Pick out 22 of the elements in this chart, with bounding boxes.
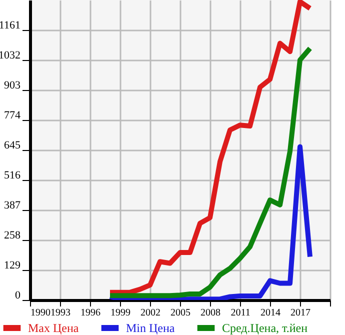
legend-label: Сред.Цена, т.йен [222, 321, 308, 335]
y-tick-label: 1161 [0, 20, 20, 32]
x-tick-label: 2011 [230, 308, 250, 318]
y-tick-label: 129 [4, 260, 21, 272]
y-tick-label: 645 [4, 140, 21, 152]
y-tick-label: 516 [4, 170, 21, 182]
x-tick-label: 2017 [290, 308, 310, 318]
y-tick-label: 387 [4, 200, 21, 212]
x-tick-label: 2005 [170, 308, 190, 318]
legend-label: Min Цена [126, 321, 176, 335]
y-tick-label: 903 [4, 80, 21, 92]
x-tick-label: 1993 [50, 308, 70, 318]
x-tick-label: 1996 [80, 308, 100, 318]
y-tick-label: 258 [4, 230, 21, 242]
x-tick-label: 2008 [200, 308, 220, 318]
legend-label: Max Цена [28, 321, 80, 335]
x-tick-label: 2014 [260, 308, 280, 318]
y-tick-label: 0 [15, 290, 21, 302]
x-tick-label: 1999 [110, 308, 130, 318]
x-tick-label: 2002 [140, 308, 160, 318]
y-tick-label: 774 [4, 110, 21, 122]
x-tick-label: 1990 [30, 308, 50, 318]
